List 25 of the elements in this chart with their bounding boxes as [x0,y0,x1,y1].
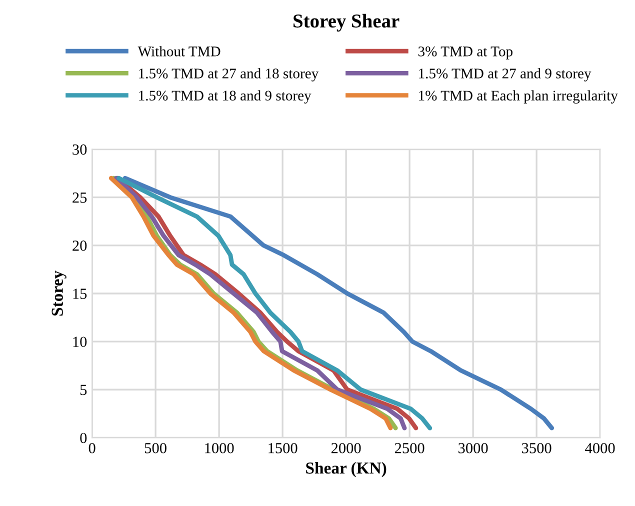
x-tick-label: 3000 [458,442,488,454]
y-axis-title: Storey [52,270,66,316]
legend-label: 1.5% TMD at 27 and 9 storey [419,68,592,82]
y-tick-label: 30 [72,144,87,155]
y-tick-label: 20 [72,240,87,251]
x-tick-label: 0 [88,442,96,454]
y-tick-label: 25 [72,192,87,203]
y-tick-label: 10 [73,336,87,347]
x-tick-label: 2000 [331,442,361,454]
x-tick-label: 2500 [394,442,424,454]
y-tick-label: 0 [80,432,87,444]
x-tick-label: 1500 [268,442,298,454]
x-tick-label: 500 [145,442,166,454]
x-axis-title: Shear (KN) [306,462,386,478]
legend-label: 3% TMD at Top [418,46,512,60]
chart-title: Storey Shear [294,14,400,32]
legend-label: 1.5% TMD at 18 and 9 storey [139,90,312,104]
y-tick-label: 5 [80,384,87,396]
x-tick-label: 4000 [585,442,615,454]
x-tick-label: 3500 [522,442,552,454]
x-tick-label: 1000 [205,442,234,454]
legend-label: 1% TMD at Each plan irregularity [419,90,618,104]
legend-label: 1.5% TMD at 27 and 18 storey [139,68,319,82]
legend-label: Without TMD [138,46,220,56]
y-tick-label: 15 [73,288,87,299]
